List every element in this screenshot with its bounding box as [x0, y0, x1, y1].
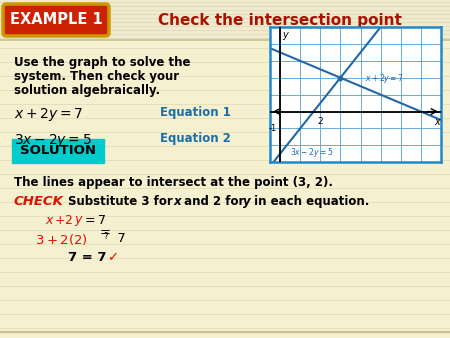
Text: $3x - 2y = 5$: $3x - 2y = 5$ [290, 146, 334, 160]
Text: EXAMPLE 1: EXAMPLE 1 [9, 13, 103, 27]
Text: $3 + 2(2)$: $3 + 2(2)$ [35, 232, 88, 247]
Text: The lines appear to intersect at the point (3, 2).: The lines appear to intersect at the poi… [14, 176, 333, 189]
Text: $x + 2y = 7$: $x + 2y = 7$ [14, 106, 83, 123]
Text: $3x - 2y = 5$: $3x - 2y = 5$ [14, 132, 92, 149]
Text: 7 = 7: 7 = 7 [68, 251, 107, 264]
Text: $x + 2y = 7$: $x + 2y = 7$ [364, 72, 404, 85]
Text: =: = [100, 226, 111, 239]
Text: $x$: $x$ [45, 214, 55, 227]
Text: 7: 7 [113, 232, 126, 245]
Text: Substitute 3 for: Substitute 3 for [68, 195, 177, 208]
Text: CHECK: CHECK [14, 195, 64, 208]
Text: solution algebraically.: solution algebraically. [14, 84, 160, 97]
FancyBboxPatch shape [12, 139, 104, 163]
FancyBboxPatch shape [3, 4, 109, 36]
Text: Use the graph to solve the: Use the graph to solve the [14, 56, 190, 69]
Text: $y$: $y$ [74, 214, 84, 228]
Text: x: x [173, 195, 180, 208]
Text: x: x [434, 117, 440, 127]
Text: y: y [283, 29, 288, 40]
Text: ?: ? [103, 232, 108, 241]
Bar [0, 0, 450, 40]
Text: 2: 2 [318, 117, 323, 126]
Text: $ + 2$: $ + 2$ [54, 214, 73, 227]
Text: y: y [243, 195, 251, 208]
Text: system. Then check your: system. Then check your [14, 70, 179, 83]
Text: ✓: ✓ [107, 251, 118, 264]
Text: SOLUTION: SOLUTION [20, 145, 96, 158]
Text: $ = 7$: $ = 7$ [82, 214, 106, 227]
Text: Equation 2: Equation 2 [160, 132, 231, 145]
Text: in each equation.: in each equation. [250, 195, 369, 208]
Text: and 2 for: and 2 for [180, 195, 248, 208]
Text: Check the intersection point: Check the intersection point [158, 13, 402, 27]
Text: -1: -1 [269, 124, 277, 133]
Text: Equation 1: Equation 1 [160, 106, 231, 119]
